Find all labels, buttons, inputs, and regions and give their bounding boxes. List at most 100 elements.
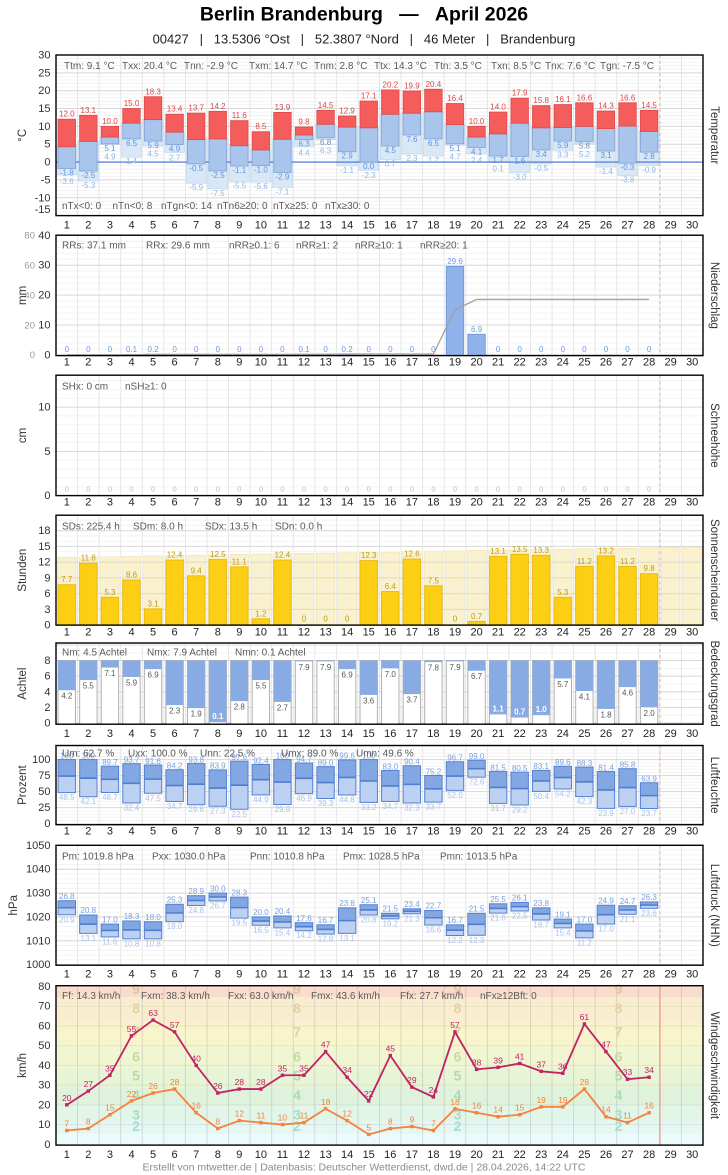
- svg-text:1030: 1030: [26, 888, 50, 900]
- svg-text:84.2: 84.2: [167, 762, 183, 771]
- svg-text:-3.0: -3.0: [513, 173, 527, 182]
- svg-text:81.5: 81.5: [490, 763, 506, 772]
- svg-text:Nmn: 0.1 Achtel: Nmn: 0.1 Achtel: [235, 648, 306, 659]
- svg-text:14.2: 14.2: [210, 102, 226, 111]
- svg-text:6: 6: [172, 728, 178, 740]
- svg-text:Txm: 14.7 °C: Txm: 14.7 °C: [249, 61, 307, 72]
- svg-text:13.1: 13.1: [490, 547, 506, 556]
- svg-text:48.7: 48.7: [102, 793, 118, 802]
- svg-text:1: 1: [64, 825, 70, 837]
- svg-text:6: 6: [172, 1149, 178, 1161]
- svg-text:17: 17: [406, 1149, 418, 1161]
- svg-text:2: 2: [85, 1149, 91, 1161]
- svg-text:1: 1: [64, 626, 70, 638]
- svg-text:55: 55: [127, 1024, 137, 1034]
- svg-text:Um: 62.7 %: Um: 62.7 %: [62, 749, 114, 760]
- svg-text:5: 5: [44, 446, 50, 458]
- svg-text:0: 0: [647, 485, 651, 494]
- svg-text:7: 7: [193, 497, 199, 509]
- svg-text:75: 75: [38, 770, 50, 782]
- svg-text:20.4: 20.4: [426, 80, 442, 89]
- svg-text:Umx: 89.0 %: Umx: 89.0 %: [281, 749, 338, 760]
- svg-text:0: 0: [151, 485, 155, 494]
- svg-text:14: 14: [493, 1105, 503, 1115]
- svg-text:16: 16: [644, 1101, 654, 1111]
- svg-text:0: 0: [345, 485, 349, 494]
- svg-text:2.9: 2.9: [342, 152, 354, 161]
- svg-text:39: 39: [493, 1055, 503, 1065]
- svg-text:27: 27: [84, 1079, 94, 1089]
- svg-text:0: 0: [108, 345, 113, 354]
- svg-text:-5.9: -5.9: [189, 183, 203, 192]
- svg-text:0: 0: [44, 1139, 50, 1151]
- svg-text:24: 24: [557, 497, 569, 509]
- svg-text:16: 16: [384, 969, 396, 981]
- svg-text:89.7: 89.7: [102, 758, 118, 767]
- svg-text:52.0: 52.0: [447, 791, 463, 800]
- svg-text:6.5: 6.5: [428, 139, 440, 148]
- svg-text:29: 29: [664, 1149, 676, 1161]
- svg-text:11.2: 11.2: [577, 938, 593, 947]
- svg-text:6.3: 6.3: [298, 140, 310, 149]
- svg-text:14: 14: [601, 1105, 611, 1115]
- svg-text:Pxx: 1030.0 hPa: Pxx: 1030.0 hPa: [152, 852, 226, 863]
- svg-text:8: 8: [215, 626, 221, 638]
- svg-text:20.2: 20.2: [383, 81, 399, 90]
- svg-text:9: 9: [615, 981, 623, 997]
- svg-text:11: 11: [256, 1111, 265, 1121]
- svg-text:22: 22: [514, 357, 526, 369]
- svg-text:0: 0: [410, 485, 414, 494]
- svg-text:12.4: 12.4: [275, 551, 291, 560]
- svg-text:17.0: 17.0: [102, 915, 118, 924]
- svg-text:SDs: 225.4 h: SDs: 225.4 h: [62, 521, 120, 532]
- svg-text:7: 7: [293, 1024, 301, 1040]
- svg-text:12: 12: [235, 1109, 245, 1119]
- svg-text:SHx: 0 cm: SHx: 0 cm: [62, 381, 108, 392]
- svg-text:11: 11: [277, 728, 288, 740]
- svg-text:4: 4: [615, 1087, 623, 1103]
- svg-text:45: 45: [386, 1044, 396, 1054]
- svg-text:nTx≥25: 0: nTx≥25: 0: [273, 201, 318, 212]
- svg-text:93.7: 93.7: [124, 755, 140, 764]
- svg-text:25: 25: [38, 67, 50, 79]
- svg-text:20: 20: [470, 626, 482, 638]
- svg-text:25: 25: [578, 357, 590, 369]
- svg-text:14: 14: [341, 728, 353, 740]
- svg-text:0: 0: [518, 485, 522, 494]
- svg-text:0: 0: [366, 345, 371, 354]
- svg-text:16.6: 16.6: [426, 926, 442, 935]
- svg-text:22.7: 22.7: [426, 902, 442, 911]
- svg-text:4: 4: [454, 1087, 462, 1103]
- svg-text:nTn<0: 8: nTn<0: 8: [113, 201, 153, 212]
- svg-text:80: 80: [38, 981, 50, 993]
- svg-text:30: 30: [38, 260, 50, 272]
- svg-text:9: 9: [236, 497, 242, 509]
- svg-text:83.0: 83.0: [383, 762, 399, 771]
- svg-text:18: 18: [427, 728, 439, 740]
- svg-text:18: 18: [427, 357, 439, 369]
- svg-text:13: 13: [319, 357, 331, 369]
- svg-text:5.5: 5.5: [255, 682, 267, 691]
- svg-text:60: 60: [24, 261, 35, 272]
- svg-text:-3.6: -3.6: [60, 177, 74, 186]
- svg-text:1: 1: [64, 497, 70, 509]
- svg-text:4.5: 4.5: [385, 146, 397, 155]
- svg-text:29: 29: [664, 969, 676, 981]
- svg-text:89.0: 89.0: [318, 759, 334, 768]
- svg-text:6: 6: [172, 497, 178, 509]
- svg-text:6: 6: [615, 1049, 623, 1065]
- svg-text:13: 13: [319, 219, 331, 231]
- svg-text:19: 19: [449, 357, 461, 369]
- svg-text:23: 23: [535, 1149, 547, 1161]
- svg-text:1.4: 1.4: [126, 157, 138, 166]
- svg-text:0: 0: [280, 485, 284, 494]
- svg-text:Sonnenscheindauer: Sonnenscheindauer: [708, 519, 720, 621]
- svg-text:6: 6: [172, 626, 178, 638]
- svg-text:0: 0: [410, 345, 415, 354]
- svg-text:3.1: 3.1: [148, 599, 160, 608]
- svg-text:33.7: 33.7: [426, 803, 442, 812]
- svg-text:13.1: 13.1: [81, 934, 97, 943]
- svg-text:0: 0: [453, 615, 458, 624]
- svg-text:35: 35: [299, 1063, 309, 1073]
- svg-text:21: 21: [492, 728, 504, 740]
